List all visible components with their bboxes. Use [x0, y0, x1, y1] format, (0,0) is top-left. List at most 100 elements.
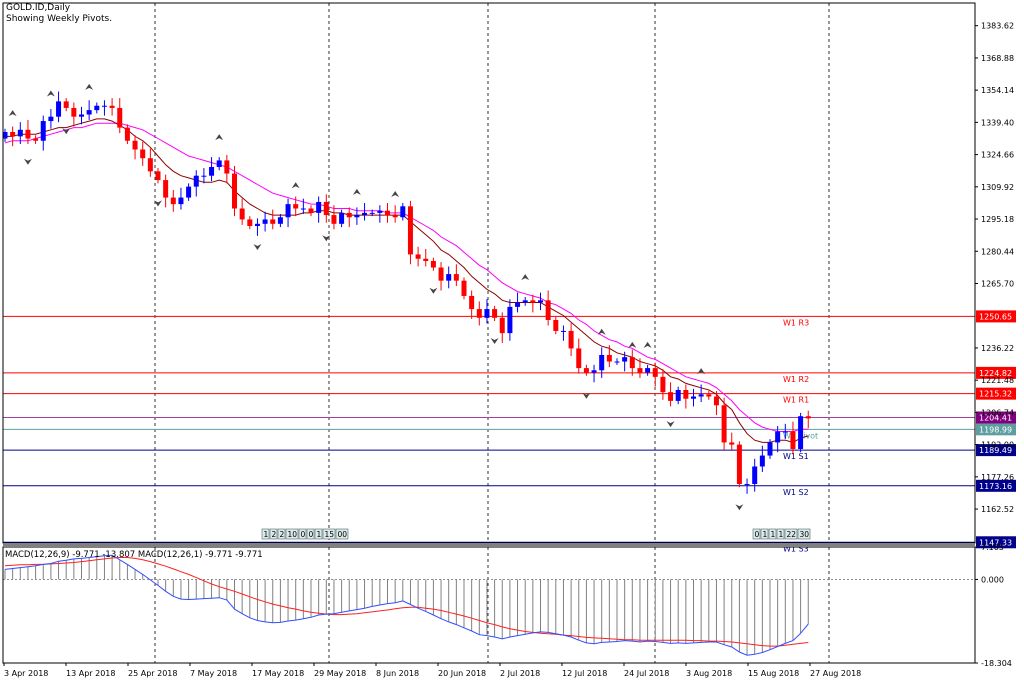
pivot-price-box [976, 536, 1016, 549]
candle-body [209, 166, 215, 176]
macd-signal-line [4, 557, 809, 647]
candle-body [698, 394, 704, 397]
time-box-left-box [269, 528, 278, 540]
candle-body [377, 210, 383, 213]
candle-body [752, 466, 758, 484]
fractal-up-arrow [697, 368, 706, 375]
candle-body [438, 267, 444, 281]
candle-body [629, 357, 635, 369]
macd-panel [3, 554, 975, 656]
x-tick-label: 25 Apr 2018 [128, 669, 177, 678]
candle-body [385, 210, 390, 216]
y-tick-label: 1221.48 [981, 376, 1014, 385]
chart-title: GOLD.ID,Daily [6, 3, 71, 13]
x-tick-label: 12 Jul 2018 [562, 669, 607, 678]
candle-body [507, 306, 513, 334]
time-box-right-box [797, 528, 811, 540]
candle-body [186, 186, 192, 198]
chart-subtitle: Showing Weekly Pivots. [6, 14, 113, 24]
fractal-up-arrow [643, 341, 652, 348]
candle-body [124, 127, 130, 141]
pivot-price-box [976, 479, 1016, 492]
candle-body [484, 309, 490, 318]
fractal-up-arrow [8, 110, 17, 117]
x-tick-label: 13 Apr 2018 [66, 669, 115, 678]
candle-body [147, 158, 153, 172]
candle-body [369, 212, 375, 214]
y-tick-label: 1162.52 [981, 505, 1014, 514]
candle-body [790, 431, 796, 449]
candle-body [293, 204, 299, 209]
candle-body [285, 204, 291, 218]
current-price-label: 1204.41 [979, 413, 1012, 422]
candle-body [300, 208, 306, 210]
candle-body [599, 354, 605, 371]
pivot-price-label: 1215.32 [979, 390, 1012, 399]
pivot-label: W1 S2 [783, 488, 809, 497]
fractal-up-arrow [46, 90, 55, 97]
candle-body [446, 274, 452, 281]
pivot-label: W1 S3 [783, 544, 809, 553]
time-box-right-box [752, 528, 761, 540]
candle-body [652, 368, 658, 377]
pivot-price-box [976, 366, 1016, 379]
time-box-left-box [335, 528, 349, 540]
time-box-right-text: 0 [755, 530, 760, 539]
fractal-up-arrow [521, 274, 530, 281]
fractal-up-arrow [291, 182, 300, 189]
fractal-down-arrow [253, 244, 262, 251]
candle-body [170, 197, 176, 205]
fractal-down-arrow [62, 128, 71, 135]
candle-body [216, 160, 222, 167]
time-box-left-box [314, 528, 323, 540]
time-box-right-text: 30 [800, 530, 810, 539]
candle-body [568, 330, 574, 349]
time-box-left-box [306, 528, 315, 540]
candle-body [193, 175, 199, 187]
macd-label: MACD(12,26,9) -9.771 -13.807 MACD(12,26,… [5, 550, 263, 560]
candle-body [163, 180, 169, 198]
candle-body [423, 258, 429, 261]
pivot-label: W1 R1 [783, 396, 809, 405]
candle-body [232, 173, 237, 209]
time-box-left-text: 0 [309, 530, 314, 539]
candle-body [675, 389, 681, 401]
candle-body [469, 295, 475, 310]
candle-body [583, 368, 589, 373]
candle-body [775, 431, 781, 443]
x-tick-label: 7 May 2018 [190, 669, 237, 678]
grid-layer [154, 3, 830, 663]
candle-body [63, 101, 69, 108]
candle-body [79, 114, 84, 117]
y-tick-label: 1295.18 [981, 215, 1014, 224]
candle-body [33, 138, 39, 141]
candle-body [415, 254, 421, 259]
panel-separator [3, 543, 975, 547]
pivot-label: W1 S1 [783, 452, 809, 461]
candle-body [798, 416, 804, 449]
time-box-left-box [285, 528, 299, 540]
candle-body [591, 370, 597, 373]
macd-y-tick-label: 7.105 [981, 543, 1004, 552]
y-tick-label: 1206.74 [981, 408, 1014, 417]
pivot-price-label: 1173.16 [979, 482, 1012, 491]
time-box-right-text: 1 [771, 530, 776, 539]
candle-body [362, 212, 368, 216]
time-box-right-box [760, 528, 769, 540]
time-box-left-text: 15 [325, 530, 335, 539]
candle-body [721, 405, 727, 443]
x-tick-label: 3 Aug 2018 [686, 669, 732, 678]
candle-body [178, 197, 184, 205]
candle-body [530, 300, 536, 303]
y-tick-label: 1309.92 [981, 183, 1014, 192]
candle-body [339, 212, 345, 224]
candle-body [25, 129, 31, 139]
y-tick-label: 1368.88 [981, 54, 1014, 63]
candle-body [109, 105, 115, 108]
fractal-down-arrow [735, 504, 744, 511]
pivot-label: W1 R2 [783, 375, 809, 384]
candle-body [155, 171, 161, 181]
pivot-price-label: 1224.82 [979, 369, 1012, 378]
